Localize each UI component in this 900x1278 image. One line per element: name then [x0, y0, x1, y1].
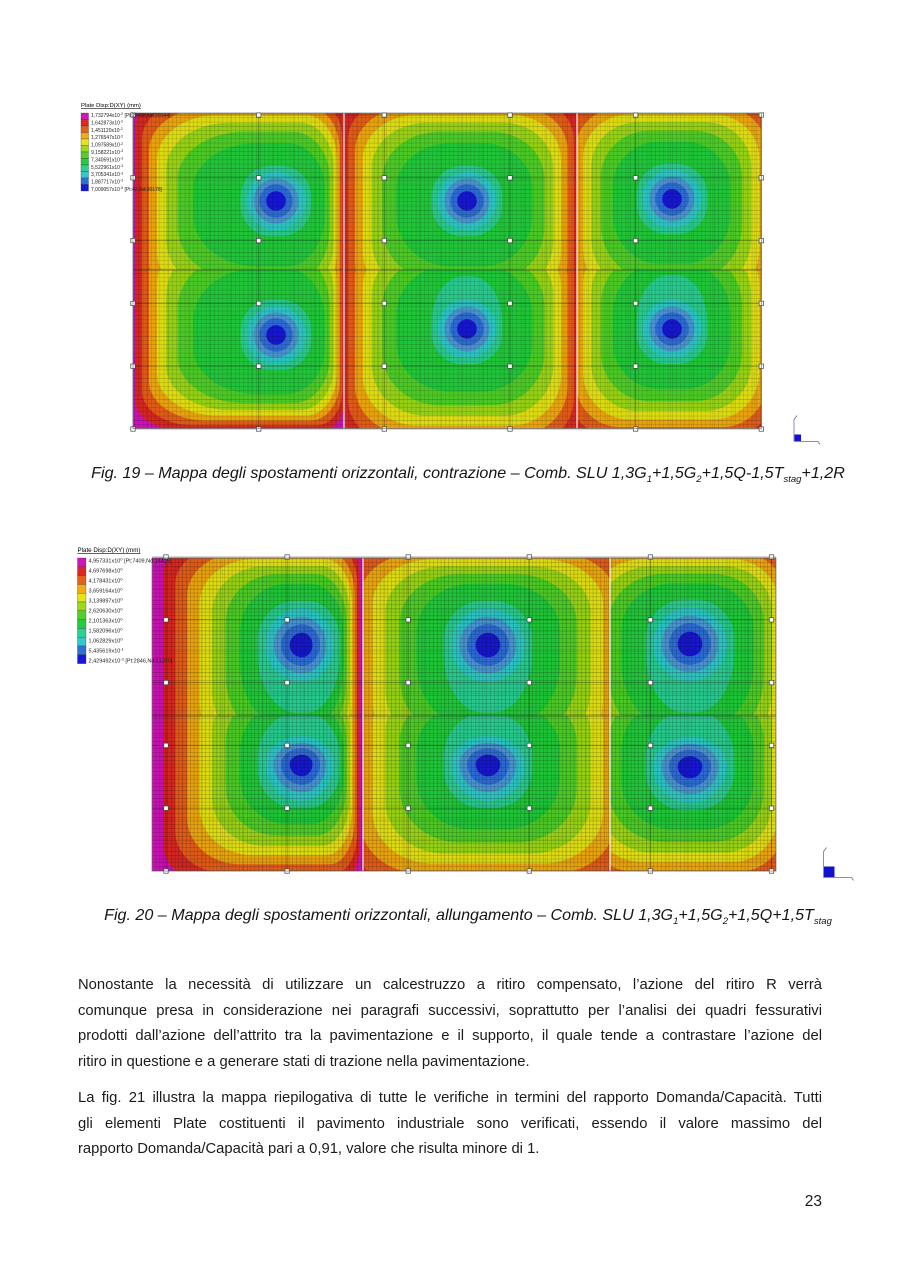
svg-text:7,009057x10-5 [Pt:42,Nd:20178]: 7,009057x10-5 [Pt:42,Nd:20178] [91, 186, 163, 193]
svg-text:1,097589x10-2: 1,097589x10-2 [91, 142, 123, 149]
svg-text:1,642873x10-2: 1,642873x10-2 [91, 120, 123, 127]
svg-text:1,582096x100: 1,582096x100 [89, 627, 124, 635]
svg-text:4,957331x100 [Pt:7409,Nd:14425: 4,957331x100 [Pt:7409,Nd:14425] [89, 557, 172, 565]
svg-text:Plate Disp:D(XY) (mm): Plate Disp:D(XY) (mm) [81, 103, 141, 109]
svg-text:5,435619x10-1: 5,435619x10-1 [89, 647, 125, 655]
svg-text:3,139897x100: 3,139897x100 [89, 597, 124, 605]
svg-text:1,732794x10-2 [Pt:23488,Nd:201: 1,732794x10-2 [Pt:23488,Nd:20144] [91, 112, 171, 119]
svg-text:1,451120x10-2: 1,451120x10-2 [91, 127, 123, 134]
svg-text:7,340591x10-3: 7,340591x10-3 [91, 157, 123, 164]
svg-text:1,062829x100: 1,062829x100 [89, 637, 124, 645]
svg-text:5,522961x10-3: 5,522961x10-3 [91, 164, 123, 171]
svg-text:3,659164x100: 3,659164x100 [89, 587, 124, 595]
svg-text:1,276547x10-2: 1,276547x10-2 [91, 134, 123, 141]
svg-text:4,697698x100: 4,697698x100 [89, 567, 124, 575]
svg-text:3,705341x10-3: 3,705341x10-3 [91, 171, 123, 178]
svg-text:2,101363x100: 2,101363x100 [89, 617, 124, 625]
svg-text:1,887717x10-3: 1,887717x10-3 [91, 179, 123, 186]
svg-text:4,178431x100: 4,178431x100 [89, 577, 124, 585]
svg-text:9,158221x10-3: 9,158221x10-3 [91, 149, 123, 156]
svg-text:2,429492x10-2 [Pt:2846,Nd:1137: 2,429492x10-2 [Pt:2846,Nd:11370] [89, 657, 173, 665]
svg-text:Plate Disp:D(XY) (mm): Plate Disp:D(XY) (mm) [78, 547, 141, 554]
svg-text:2,620630x100: 2,620630x100 [89, 607, 124, 615]
